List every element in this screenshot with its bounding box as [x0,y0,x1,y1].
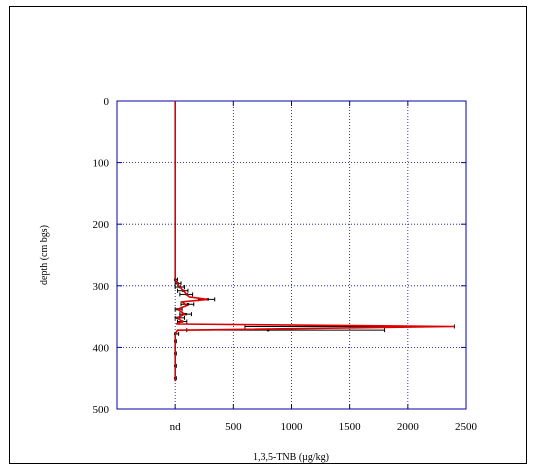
y-tick-label: 500 [93,404,110,416]
tick-layer [117,100,467,410]
y-tick-label: 100 [93,158,110,170]
y-tick-label: 0 [104,96,110,108]
series-line [174,101,455,382]
x-tick-label: nd [170,421,182,433]
label-layer: nd 500 1000 1500 2000 2500 0 100 200 300 400 500 [93,96,478,433]
data-point-marker [267,328,270,332]
x-tick-label: 2000 [397,421,420,433]
data-layer [173,101,455,382]
y-tick-label: 400 [93,342,110,354]
y-axis-title: depth (cm bgs) [39,225,50,285]
x-axis-title: 1,3,5-TNB (µg/kg) [253,452,329,463]
data-point-marker [186,303,190,306]
x-tick-label: 1000 [281,421,304,433]
x-tick-label: 2500 [455,421,478,433]
data-point-marker [348,325,351,328]
y-tick-label: 200 [93,219,110,231]
figure-frame [9,6,527,464]
grid-layer [117,101,466,409]
x-tick-label: 1500 [339,421,362,433]
y-tick-label: 300 [93,281,110,293]
x-tick-label: 500 [225,421,242,433]
